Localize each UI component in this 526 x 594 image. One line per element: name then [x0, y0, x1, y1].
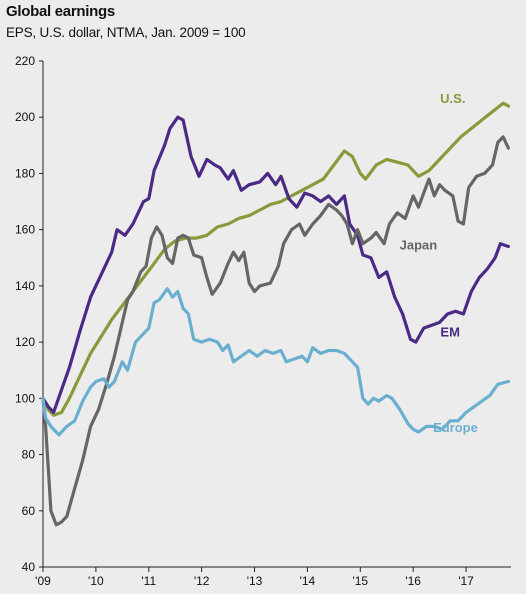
y-tick-label: 80 [22, 448, 36, 462]
y-tick-label: 140 [15, 279, 35, 293]
x-tick-label: '12 [194, 574, 210, 588]
y-tick-label: 60 [22, 504, 36, 518]
y-tick-label: 120 [15, 335, 35, 349]
series-line-europe [41, 287, 510, 437]
series-line-us [41, 101, 510, 417]
x-tick-label: '11 [141, 574, 156, 588]
chart-axes: 40 60 80 100 120 140 160 180 200 220 '09 '10 '11 '12 '… [15, 54, 511, 588]
y-tick-label: 160 [15, 223, 35, 237]
x-tick-label: '16 [405, 574, 421, 588]
x-tick-label: '09 [35, 574, 51, 588]
chart-series [41, 101, 510, 527]
x-tick-label: '15 [352, 574, 368, 588]
y-tick-label: 220 [15, 54, 35, 68]
y-tick-label: 100 [15, 391, 35, 405]
x-tick-label: '14 [300, 574, 316, 588]
y-tick-label: 200 [15, 110, 35, 124]
series-label-japan: Japan [400, 237, 438, 252]
x-tick-label: '13 [247, 574, 263, 588]
series-label-em: EM [440, 324, 460, 339]
series-line-em [41, 115, 510, 414]
chart-title: Global earnings [6, 3, 115, 20]
x-tick-label: '17 [458, 574, 474, 588]
series-labels: U.S. EM Japan Europe [400, 91, 478, 435]
series-line-japan [41, 135, 510, 527]
y-tick-label: 180 [15, 166, 35, 180]
series-label-europe: Europe [433, 420, 478, 435]
series-label-us: U.S. [440, 91, 465, 106]
y-tick-label: 40 [22, 560, 36, 574]
chart-subtitle: EPS, U.S. dollar, NTMA, Jan. 2009 = 100 [6, 25, 246, 40]
x-tick-label: '10 [88, 574, 104, 588]
